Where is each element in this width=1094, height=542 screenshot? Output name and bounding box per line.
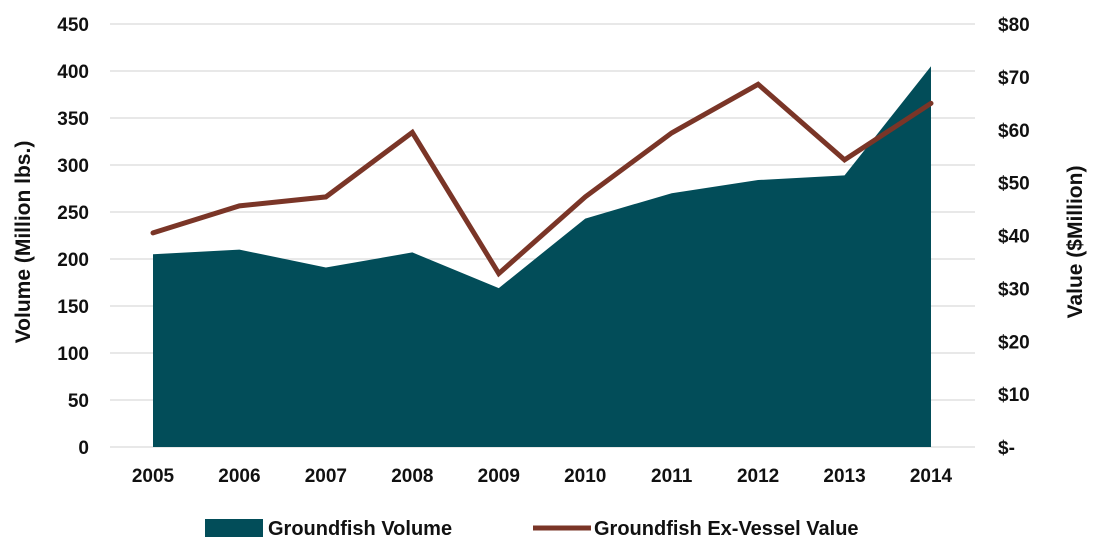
legend-label-value: Groundfish Ex-Vessel Value (594, 518, 859, 540)
x-tick-label: 2010 (564, 466, 606, 487)
legend-swatch-volume (205, 519, 263, 537)
value-point (238, 205, 240, 207)
right-tick-label: $60 (998, 121, 1030, 142)
left-tick-label: 350 (57, 109, 89, 130)
x-tick-label: 2014 (910, 466, 953, 487)
value-point (152, 232, 154, 234)
left-tick-label: 200 (57, 250, 89, 271)
left-tick-label: 0 (78, 438, 89, 459)
value-point (844, 159, 846, 161)
right-axis-ticks: $- $10 $20 $30 $40 $50 $60 $70 $80 (998, 15, 1030, 459)
left-tick-label: 450 (57, 15, 89, 36)
value-line-layer (150, 81, 934, 278)
right-tick-label: $- (998, 438, 1015, 459)
left-tick-label: 50 (68, 391, 89, 412)
x-tick-label: 2013 (823, 466, 865, 487)
volume-area (153, 66, 931, 448)
left-tick-label: 400 (57, 62, 89, 83)
right-tick-label: $70 (998, 68, 1030, 89)
right-tick-label: $40 (998, 227, 1030, 248)
right-tick-label: $80 (998, 15, 1030, 36)
legend: Groundfish Volume Groundfish Ex-Vessel V… (205, 518, 859, 540)
right-tick-label: $20 (998, 332, 1030, 353)
left-tick-label: 300 (57, 156, 89, 177)
value-line (150, 81, 934, 278)
value-point (930, 102, 932, 104)
left-tick-label: 100 (57, 344, 89, 365)
right-tick-label: $10 (998, 385, 1030, 406)
value-point (584, 196, 586, 198)
x-tick-label: 2011 (651, 466, 693, 487)
left-axis-title: Volume (Million lbs.) (12, 141, 35, 344)
x-axis-ticks: 2005 2006 2007 2008 2009 2010 2011 2012 2013 2014 (132, 466, 953, 487)
left-axis-ticks: 0 50 100 150 200 250 300 350 400 450 (57, 15, 89, 459)
x-tick-label: 2005 (132, 466, 175, 487)
x-tick-label: 2008 (391, 466, 433, 487)
value-point (325, 196, 327, 198)
value-point (411, 131, 413, 133)
volume-area-layer (153, 66, 931, 448)
x-tick-label: 2007 (305, 466, 347, 487)
right-axis-title: Value ($Million) (1064, 166, 1087, 319)
value-point (498, 273, 500, 275)
right-tick-label: $30 (998, 279, 1030, 300)
left-tick-label: 250 (57, 203, 89, 224)
value-point (757, 83, 759, 85)
legend-label-volume: Groundfish Volume (268, 518, 452, 540)
right-tick-label: $50 (998, 174, 1030, 195)
x-tick-label: 2009 (478, 466, 520, 487)
x-tick-label: 2012 (737, 466, 779, 487)
x-tick-label: 2006 (218, 466, 260, 487)
value-point (671, 132, 673, 134)
left-tick-label: 150 (57, 297, 89, 318)
